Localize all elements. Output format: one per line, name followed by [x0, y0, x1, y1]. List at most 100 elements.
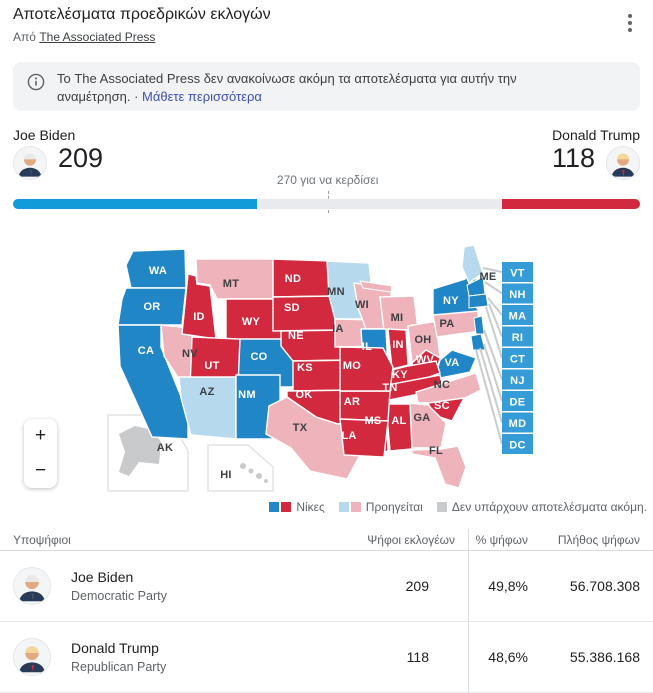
state-label-ms: MS — [364, 415, 381, 427]
cell-vote-percent: 49,8% — [488, 578, 528, 594]
state-label-in: IN — [392, 339, 404, 351]
state-label-or: OR — [143, 301, 160, 313]
callout-ct[interactable] — [502, 348, 533, 368]
inset-label-hi: HI — [220, 469, 232, 481]
results-table-body: Joe Biden Democratic Party 209 49,8% 56.… — [0, 551, 653, 693]
callout-line-ri — [488, 303, 503, 337]
legend-swatch-none — [436, 502, 447, 512]
zoom-in-button[interactable]: + — [24, 419, 57, 454]
state-label-tx: TX — [293, 422, 308, 434]
legend-swatch-dem_win — [269, 502, 280, 512]
table-column-divider — [468, 529, 469, 693]
hawaii-inset-island — [248, 468, 254, 474]
callout-nj[interactable] — [502, 369, 533, 390]
callout-line-md — [479, 347, 503, 423]
banner-text: Το The Associated Press δεν ανακοίνωσε α… — [57, 70, 577, 106]
callout-ma[interactable] — [502, 305, 533, 325]
candidate-party: Democratic Party — [71, 589, 167, 603]
info-banner: Το The Associated Press δεν ανακοίνωσε α… — [13, 62, 640, 111]
state-label-oh: OH — [414, 334, 431, 346]
state-label-sd: SD — [284, 302, 300, 314]
source-prefix: Από — [13, 30, 36, 44]
hawaii-inset-island — [264, 479, 268, 483]
legend-item: Νίκες — [269, 500, 325, 514]
callout-label-dc: DC — [509, 440, 526, 452]
state-label-nm: NM — [238, 389, 256, 401]
cell-vote-count: 55.386.168 — [569, 649, 640, 665]
callout-ri[interactable] — [502, 326, 533, 347]
state-sd[interactable] — [272, 295, 336, 332]
state-nd[interactable] — [272, 258, 333, 298]
state-nc[interactable] — [415, 372, 482, 404]
state-label-wi: WI — [355, 299, 369, 311]
table-row: Donald Trump Republican Party 118 48,6% … — [0, 622, 653, 693]
cell-electoral-votes: 209 — [405, 578, 429, 594]
legend-swatch-rep_win — [281, 502, 292, 512]
dem-bar-segment — [13, 199, 257, 209]
kebab-menu-icon[interactable] — [621, 10, 639, 36]
cell-vote-percent: 48,6% — [488, 649, 528, 665]
source-line: Από The Associated Press — [13, 30, 155, 44]
callout-dc[interactable] — [502, 434, 533, 454]
callout-md[interactable] — [502, 412, 533, 433]
inset-label-ak: AK — [157, 442, 174, 454]
header-electoral-votes: Ψήφοι εκλογέων — [367, 532, 455, 547]
cell-vote-count: 56.708.308 — [569, 578, 640, 594]
state-label-va: VA — [444, 357, 459, 369]
map-legend: Νίκες Προηγείται Δεν υπάρχουν αποτελέσματα… — [269, 500, 647, 514]
us-election-map[interactable]: VT NH MA RI CT NJ DE MD DC WA OR CA NV ID MT WY UT CO AZ NM… — [95, 238, 540, 504]
alaska-inset-shape — [119, 426, 161, 476]
callout-label-ct: CT — [510, 354, 525, 366]
de-md-shape — [470, 333, 486, 351]
state-mo[interactable] — [339, 346, 394, 392]
state-label-ar: AR — [344, 396, 361, 408]
state-label-tn: TN — [382, 382, 397, 394]
state-label-ky: KY — [392, 369, 408, 381]
state-label-la: LA — [341, 430, 356, 442]
candidate-party: Republican Party — [71, 660, 167, 674]
callout-nh[interactable] — [502, 283, 533, 304]
state-label-id: ID — [193, 311, 205, 323]
callout-line-de — [483, 343, 503, 402]
ma-ri-ct-shape — [468, 293, 489, 309]
legend-swatch-rep_lead — [350, 502, 361, 512]
state-label-mn: MN — [327, 286, 345, 298]
legend-swatch-dem_lead — [338, 502, 349, 512]
callout-vt[interactable] — [502, 262, 533, 282]
callout-de[interactable] — [502, 391, 533, 411]
legend-item: Δεν υπάρχουν αποτελέσματα ακόμη. — [436, 500, 647, 514]
state-az[interactable] — [178, 376, 237, 440]
hawaii-inset — [207, 444, 274, 492]
candidate-name: Donald Trump — [71, 640, 159, 656]
source-link[interactable]: The Associated Press — [39, 30, 156, 44]
hawaii-inset-island — [256, 473, 262, 479]
callout-label-de: DE — [510, 397, 526, 409]
learn-more-link[interactable]: Μάθετε περισσότερα — [142, 89, 262, 104]
state-label-wa: WA — [149, 265, 167, 277]
state-al[interactable] — [385, 403, 413, 452]
state-label-az: AZ — [199, 386, 214, 398]
state-label-ut: UT — [204, 360, 219, 372]
callout-line-nj — [483, 329, 503, 380]
legend-label: Νίκες — [296, 500, 325, 514]
state-label-wy: WY — [242, 316, 261, 328]
state-label-ia: IA — [332, 323, 344, 335]
state-in[interactable] — [387, 328, 409, 370]
state-la[interactable] — [339, 418, 389, 458]
electoral-progress-bar — [13, 199, 640, 209]
zoom-out-button[interactable]: − — [24, 454, 57, 489]
state-label-ne: NE — [288, 330, 304, 342]
cell-electoral-votes: 118 — [406, 649, 429, 665]
state-label-mo: MO — [343, 360, 361, 372]
legend-item: Προηγείται — [338, 500, 423, 514]
state-me[interactable] — [461, 244, 484, 285]
state-label-nd: ND — [285, 273, 302, 285]
banner-message: Το The Associated Press δεν ανακοίνωσε α… — [57, 71, 517, 104]
state-fl[interactable] — [411, 445, 467, 489]
joe-biden-avatar — [13, 146, 47, 180]
banner-separator: · — [130, 89, 143, 104]
state-label-pa: PA — [439, 318, 454, 330]
state-label-ga: GA — [413, 412, 430, 424]
threshold-label: 270 για να κερδίσει — [276, 173, 379, 187]
state-label-il: IL — [362, 341, 372, 353]
